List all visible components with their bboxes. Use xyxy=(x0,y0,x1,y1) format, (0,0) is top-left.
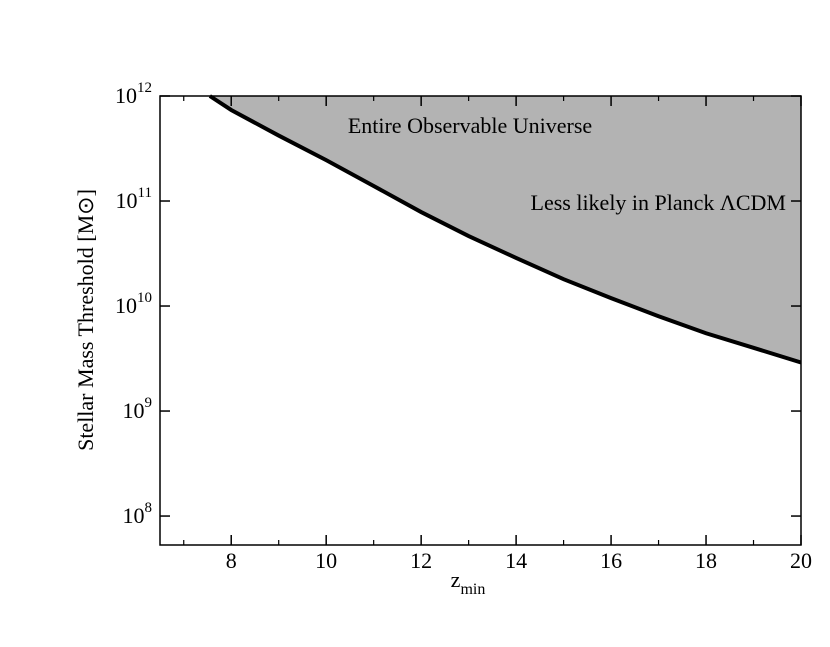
y-tick-exponent: 9 xyxy=(145,395,153,411)
y-tick-label: 1011 xyxy=(116,185,152,213)
x-tick-label: 18 xyxy=(695,548,717,573)
y-tick-exponent: 11 xyxy=(138,185,152,201)
x-label-main: z xyxy=(451,567,461,592)
x-tick-label: 14 xyxy=(505,548,527,573)
y-tick-label: 108 xyxy=(123,500,153,528)
annotation: Less likely in Planck ΛCDM xyxy=(531,190,787,215)
y-tick-label: 1012 xyxy=(115,80,152,108)
y-tick-base: 10 xyxy=(115,83,137,108)
x-tick-label: 12 xyxy=(410,548,432,573)
y-tick-exponent: 12 xyxy=(137,80,152,96)
y-tick-base: 10 xyxy=(116,188,138,213)
line xyxy=(208,94,802,365)
y-tick-exponent: 10 xyxy=(137,290,152,306)
y-tick-base: 10 xyxy=(123,503,145,528)
shaded-region xyxy=(209,96,801,363)
y-tick-base: 10 xyxy=(115,293,137,318)
y-tick-base: 10 xyxy=(123,398,145,423)
y-tick-label: 1010 xyxy=(115,290,152,318)
plot-frame xyxy=(159,95,802,546)
x-tick-label: 20 xyxy=(790,548,812,573)
annotation: Entire Observable Universe xyxy=(348,113,592,138)
x-tick-label: 8 xyxy=(226,548,237,573)
y-tick-exponent: 8 xyxy=(145,500,153,516)
y-tick-label: 109 xyxy=(123,395,153,423)
x-tick-label: 16 xyxy=(600,548,622,573)
y-axis-label: Stellar Mass Threshold [M⊙] xyxy=(73,189,98,451)
x-label-sub: min xyxy=(460,581,485,598)
x-tick-label: 10 xyxy=(315,548,337,573)
x-axis-label: zmin xyxy=(451,567,486,598)
